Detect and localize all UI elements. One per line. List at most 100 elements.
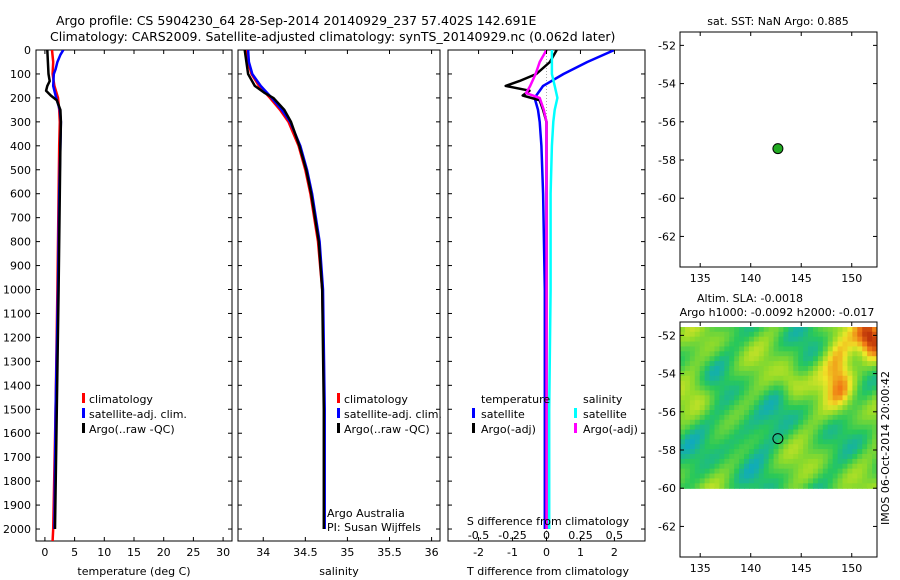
legend-temperature-header: temperature [481,393,550,406]
sla-cell [798,375,804,382]
sla-cell [768,444,775,450]
sla-cell [768,346,775,352]
sla-cell [689,390,696,396]
sla-cell [783,414,789,421]
sla-cell [812,458,819,465]
sla-cell [724,434,730,440]
sst-lat-label: -52 [658,39,676,52]
sla-cell [739,341,745,348]
sla-cell [694,439,701,445]
sla-cell [837,439,844,445]
sla-cell [699,395,706,401]
sla-cell [867,341,873,348]
sla-cell [694,356,701,362]
sla-cell [689,414,696,421]
sla-cell [832,473,839,480]
sla-cell [729,424,735,431]
sla-cell [699,370,706,377]
sla-cell [680,424,686,431]
sla-cell [793,336,799,343]
sla-cell [699,439,706,445]
sla-cell [788,444,794,450]
sla-cell [753,458,760,465]
sla-cell [768,336,775,343]
sla-cell [822,419,829,426]
sla-cell [773,370,780,377]
sst-lon-label: 135 [690,272,711,285]
sla-cell [729,336,735,343]
sla-cell [729,473,735,480]
sla-cell [739,439,745,445]
sla-cell [783,395,789,401]
sla-cell [857,351,863,357]
sla-cell [758,429,765,436]
sla-cell [704,454,711,460]
sla-cell [719,361,725,367]
sla-cell [847,410,853,416]
sla-cell [788,439,794,445]
sla-cell [862,444,868,450]
sla-cell [704,341,711,348]
sla-cell [709,410,716,416]
sla-cell [694,414,701,421]
sla-cell [842,449,849,455]
sla-cell [709,463,716,470]
temperature-tick-label: 20 [157,546,171,559]
sla-cell [714,395,720,401]
sla-cell [763,366,770,372]
sla-cell [724,429,730,436]
sla-cell [689,395,696,401]
sla-cell [862,380,868,387]
sla-cell [739,361,745,367]
sla-cell [778,463,785,470]
sla-cell [763,385,770,392]
sla-cell [817,390,824,396]
sla-cell [714,405,720,411]
sla-cell [689,429,696,436]
sla-cell [783,454,789,460]
sla-cell [748,454,755,460]
sla-cell [857,483,863,489]
sla-cell [842,463,849,470]
sla-cell [798,356,804,362]
sla-cell [803,473,809,480]
sla-cell [724,458,730,465]
sla-cell [768,400,775,406]
sla-cell [704,380,711,387]
title-line-1: Argo profile: CS 5904230_64 28-Sep-2014 … [56,13,536,28]
sla-cell [798,414,804,421]
sla-cell [714,410,720,416]
sla-cell [714,370,720,377]
sla-cell [763,356,770,362]
sla-cell [852,405,858,411]
sla-cell [857,454,863,460]
sla-cell [694,390,701,396]
sla-cell [793,414,799,421]
sla-cell [857,400,863,406]
sla-cell [852,434,858,440]
sla-cell [689,424,696,431]
sla-cell [798,366,804,372]
sla-cell [689,375,696,382]
sla-cell [763,351,770,357]
sla-cell [694,463,701,470]
sla-cell [768,419,775,426]
sla-cell [842,380,849,387]
sla-cell [842,385,849,392]
sla-cell [847,463,853,470]
sla-cell [729,439,735,445]
sla-cell [719,463,725,470]
sla-cell [689,410,696,416]
sla-cell [680,400,686,406]
sla-cell [803,380,809,387]
sla-cell [714,327,720,333]
sla-cell [734,331,740,338]
sla-cell [714,385,720,392]
sla-cell [822,439,829,445]
sla-cell [822,400,829,406]
sla-cell [778,361,785,367]
sla-cell [832,454,839,460]
sla-cell [694,351,701,357]
sla-cell [817,439,824,445]
sla-lat-label: -62 [658,520,676,533]
